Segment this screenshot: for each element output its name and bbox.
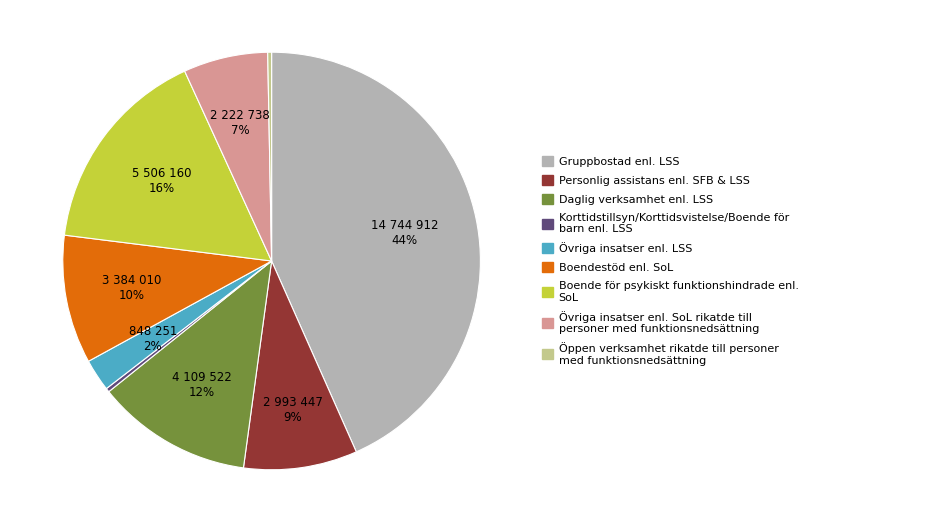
Wedge shape: [185, 52, 271, 261]
Wedge shape: [63, 235, 271, 361]
Text: 2 993 447
9%: 2 993 447 9%: [263, 396, 323, 424]
Wedge shape: [268, 52, 271, 261]
Text: 4 109 522
12%: 4 109 522 12%: [171, 371, 231, 399]
Wedge shape: [89, 261, 271, 388]
Wedge shape: [271, 52, 480, 452]
Text: 2 222 738
7%: 2 222 738 7%: [210, 109, 269, 137]
Wedge shape: [65, 71, 271, 261]
Wedge shape: [109, 261, 271, 468]
Wedge shape: [107, 261, 271, 392]
Text: 3 384 010
10%: 3 384 010 10%: [102, 274, 162, 302]
Legend: Gruppbostad enl. LSS, Personlig assistans enl. SFB & LSS, Daglig verksamhet enl.: Gruppbostad enl. LSS, Personlig assistan…: [542, 157, 798, 365]
Wedge shape: [243, 261, 356, 470]
Text: 848 251
2%: 848 251 2%: [129, 325, 177, 353]
Text: 14 744 912
44%: 14 744 912 44%: [370, 219, 438, 247]
Text: 5 506 160
16%: 5 506 160 16%: [132, 167, 191, 195]
